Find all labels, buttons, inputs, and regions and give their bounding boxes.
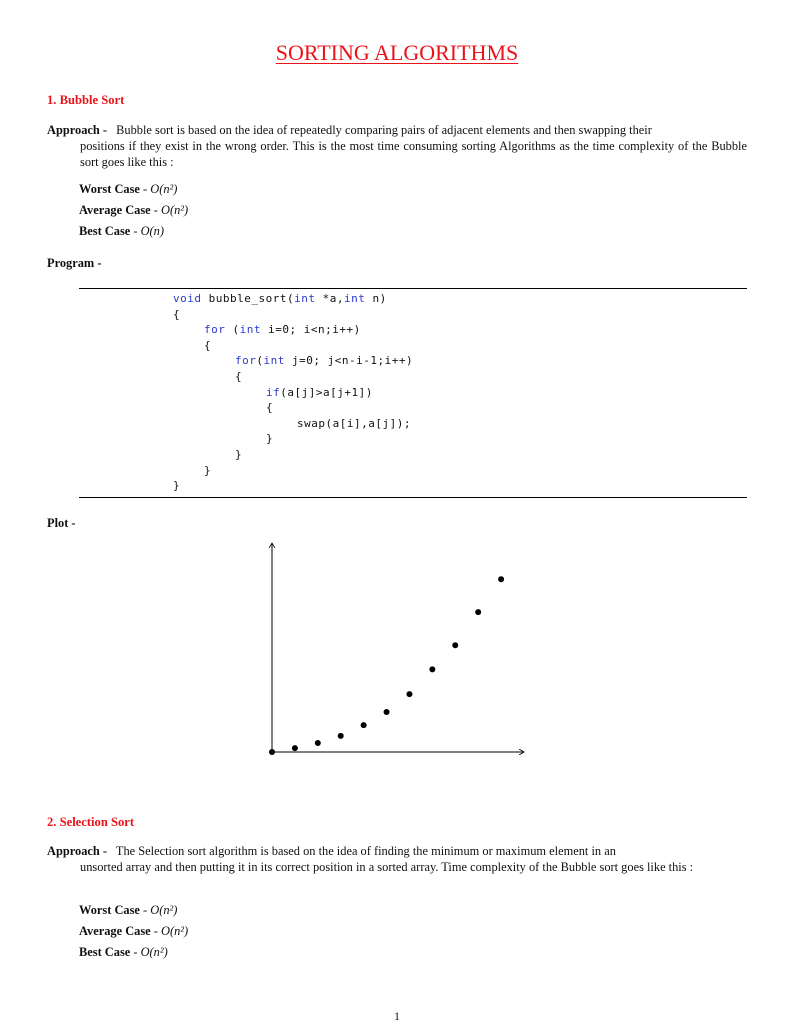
code-line: } bbox=[235, 447, 243, 461]
code-line: { bbox=[266, 401, 274, 415]
code-bottom-rule bbox=[79, 497, 747, 498]
page-title: SORTING ALGORITHMS bbox=[275, 40, 519, 65]
data-point bbox=[383, 709, 390, 716]
best-case: Best Case - O(n²) bbox=[79, 945, 168, 959]
code-line: } bbox=[173, 479, 181, 493]
approach-label: Approach - bbox=[47, 844, 108, 858]
code-top-rule bbox=[79, 288, 747, 289]
data-point bbox=[429, 666, 436, 673]
section-heading-selection-sort: 2. Selection Sort bbox=[47, 815, 135, 829]
approach-paragraph: Approach - Bubble sort is based on the i… bbox=[47, 122, 747, 170]
average-case: Average Case - O(n²) bbox=[79, 203, 189, 217]
average-case: Average Case - O(n²) bbox=[79, 924, 189, 938]
approach-text-rest: unsorted array and then putting it in it… bbox=[80, 860, 694, 874]
data-point bbox=[498, 576, 505, 583]
approach-text-rest: positions if they exist in the wrong ord… bbox=[80, 139, 747, 169]
code-line: void bubble_sort(int *a,int n) bbox=[173, 292, 387, 305]
data-point bbox=[269, 749, 275, 755]
data-point bbox=[452, 642, 459, 649]
plot-label: Plot - bbox=[47, 516, 76, 530]
approach-text-first: Bubble sort is based on the idea of repe… bbox=[116, 123, 652, 137]
data-point bbox=[337, 732, 344, 739]
approach-paragraph: Approach - The Selection sort algorithm … bbox=[47, 843, 747, 875]
program-label: Program - bbox=[47, 256, 102, 270]
best-case: Best Case - O(n) bbox=[79, 224, 165, 238]
code-line: if(a[j]>a[j+1]) bbox=[266, 385, 373, 399]
data-point bbox=[475, 609, 482, 616]
code-block: void bubble_sort(int *a,int n){for (int … bbox=[173, 291, 413, 494]
code-line: } bbox=[266, 432, 274, 446]
code-line: { bbox=[204, 338, 212, 352]
approach-text-first: The Selection sort algorithm is based on… bbox=[115, 844, 616, 858]
data-point bbox=[314, 740, 321, 747]
code-line: for (int i=0; i<n;i++) bbox=[204, 323, 361, 337]
data-point bbox=[291, 745, 298, 752]
code-line: for(int j=0; j<n-i-1;i++) bbox=[235, 354, 414, 368]
data-point bbox=[406, 691, 413, 698]
page-number: 1 bbox=[394, 1009, 400, 1023]
worst-case: Worst Case - O(n²) bbox=[79, 182, 178, 196]
data-point bbox=[360, 722, 367, 729]
code-line: { bbox=[235, 369, 243, 383]
code-line: { bbox=[173, 307, 181, 321]
approach-label: Approach - bbox=[47, 123, 108, 137]
worst-case: Worst Case - O(n²) bbox=[79, 903, 178, 917]
scatter-plot bbox=[269, 535, 540, 755]
code-line: } bbox=[204, 463, 212, 477]
code-line: swap(a[i],a[j]); bbox=[297, 416, 411, 430]
section-heading-bubble-sort: 1. Bubble Sort bbox=[47, 93, 125, 107]
